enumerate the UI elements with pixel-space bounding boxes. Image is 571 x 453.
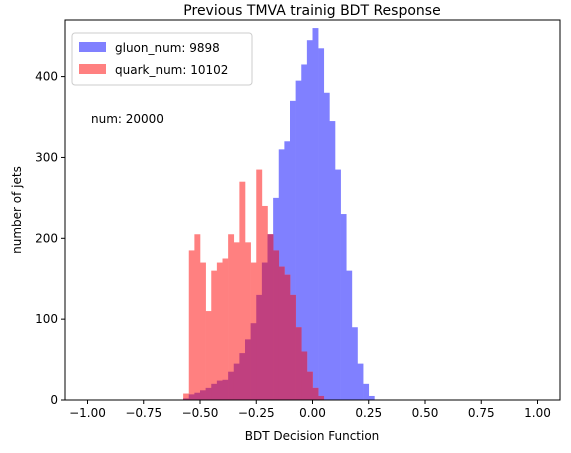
- count-annotation: num: 20000: [91, 112, 164, 126]
- y-tick-label: 400: [35, 70, 58, 84]
- overlap-bar: [318, 395, 325, 400]
- overlap-bar: [200, 390, 206, 400]
- x-tick-label: 1.00: [524, 406, 551, 420]
- x-tick-label: 0.75: [468, 406, 495, 420]
- legend-label-gluon: gluon_num: 9898: [115, 41, 220, 55]
- legend-swatch-gluon: [79, 42, 106, 52]
- gluon-bar: [284, 141, 291, 400]
- overlap-bar: [312, 387, 319, 400]
- y-axis-ticks: 0 100 200 300 400: [35, 70, 65, 407]
- overlap-bar: [245, 339, 251, 400]
- overlap-bar: [267, 234, 274, 400]
- quark-bar: [239, 181, 246, 400]
- gluon-bar: [323, 92, 330, 400]
- overlap-bar: [183, 398, 190, 400]
- gluon-bar: [312, 28, 319, 400]
- overlap-bar: [233, 363, 240, 400]
- gluon-bar: [306, 40, 313, 400]
- x-tick-label: −0.50: [182, 406, 219, 420]
- overlap-bar: [194, 392, 201, 400]
- y-tick-label: 300: [35, 150, 58, 164]
- x-axis-label: BDT Decision Function: [245, 429, 380, 443]
- gluon-bar: [368, 395, 375, 400]
- overlap-bar: [222, 379, 229, 400]
- overlap-bar: [273, 250, 280, 400]
- y-tick-label: 200: [35, 231, 58, 245]
- overlap-bar: [278, 266, 285, 400]
- chart-title: Previous TMVA trainig BDT Response: [183, 3, 440, 19]
- gluon-bar: [335, 169, 341, 400]
- gluon-bar: [329, 121, 336, 400]
- y-axis-label: number of jets: [10, 166, 24, 254]
- x-axis-ticks: −1.00 −0.75 −0.50 −0.25 0.00 0.25 0.50 0.75 1.00: [69, 400, 551, 420]
- gluon-bar: [357, 363, 364, 400]
- overlap-bar: [228, 371, 235, 400]
- quark-bar: [228, 234, 235, 400]
- gluon-bar: [340, 214, 347, 400]
- quark-bar: [256, 169, 263, 400]
- x-tick-label: −1.00: [69, 406, 106, 420]
- gluon-bar: [363, 383, 370, 400]
- overlap-bar: [205, 387, 212, 400]
- quark-bar: [183, 393, 190, 400]
- bars-layer: [183, 28, 375, 401]
- quark-bar: [211, 270, 218, 400]
- quark-bar: [200, 262, 206, 400]
- overlap-bar: [306, 371, 313, 400]
- overlap-bar: [301, 351, 308, 400]
- overlap-bar: [284, 274, 291, 400]
- x-tick-label: −0.75: [125, 406, 162, 420]
- quark-bar: [233, 242, 240, 400]
- quark-bar: [245, 242, 251, 400]
- overlap-bar: [239, 353, 246, 400]
- overlap-bar: [250, 323, 257, 400]
- quark-bar: [194, 234, 201, 400]
- overlap-bar: [290, 294, 296, 400]
- gluon-bar: [290, 100, 296, 400]
- legend-swatch-quark: [79, 64, 106, 74]
- overlap-bar: [216, 380, 223, 400]
- legend-box: [71, 32, 253, 86]
- x-tick-label: −0.25: [238, 406, 275, 420]
- x-tick-label: 0.25: [355, 406, 382, 420]
- overlap-bar: [188, 394, 195, 400]
- quark-bar: [222, 258, 229, 400]
- quark-bar: [216, 262, 223, 400]
- overlap-bar: [211, 383, 218, 400]
- overlap-bar: [261, 262, 268, 400]
- y-tick-label: 0: [50, 393, 58, 407]
- overlap-bar: [256, 294, 263, 400]
- quark-bar: [188, 250, 195, 400]
- gluon-bar: [351, 327, 358, 400]
- overlap-bar: [295, 327, 302, 400]
- gluon-bar: [295, 80, 302, 400]
- gluon-bar: [318, 48, 325, 400]
- x-tick-label: 0.50: [412, 406, 439, 420]
- quark-bar: [205, 311, 212, 400]
- y-tick-label: 100: [35, 312, 58, 326]
- gluon-bar: [346, 270, 353, 400]
- legend-label-quark: quark_num: 10102: [115, 63, 228, 77]
- x-tick-label: 0.00: [299, 406, 326, 420]
- legend: gluon_num: 9898 quark_num: 10102: [71, 32, 253, 86]
- gluon-bar: [301, 64, 308, 401]
